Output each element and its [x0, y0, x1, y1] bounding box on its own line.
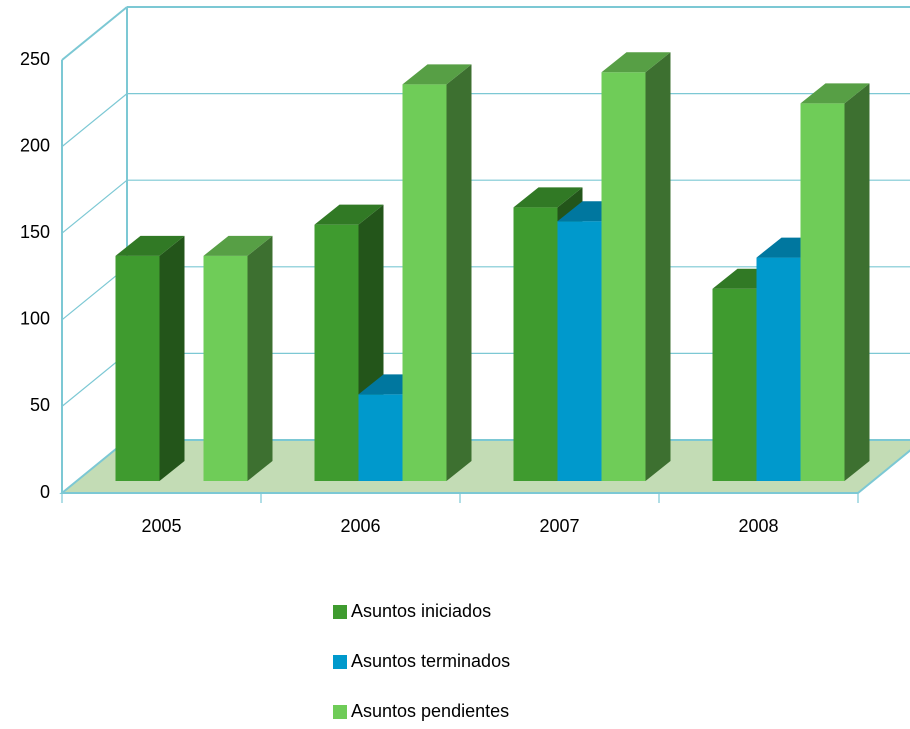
- legend-label: Asuntos terminados: [351, 651, 510, 671]
- bar-front: [756, 257, 801, 481]
- bar-side: [446, 64, 472, 481]
- y-tick-label: 150: [20, 222, 50, 242]
- bar-top: [115, 235, 185, 256]
- bar-top: [601, 52, 671, 73]
- grid-line: [61, 6, 128, 61]
- bar-front: [358, 394, 403, 481]
- bar-top: [800, 83, 870, 104]
- bar-side: [247, 235, 273, 481]
- y-tick-label: 50: [30, 395, 50, 415]
- y-tick-label: 0: [40, 482, 50, 502]
- grid-line: [61, 179, 128, 234]
- bar-side: [844, 83, 870, 481]
- bar-side: [645, 52, 671, 482]
- x-tick-label: 2007: [539, 516, 579, 536]
- bar-front: [203, 255, 248, 481]
- bar-front: [557, 221, 602, 481]
- y-tick-label: 100: [20, 309, 50, 329]
- bar-top: [402, 64, 472, 85]
- y-tick-label: 200: [20, 135, 50, 155]
- bar-top: [203, 235, 273, 256]
- legend-swatch: [333, 705, 347, 719]
- bar-front: [314, 224, 359, 481]
- bar-top: [314, 204, 384, 225]
- y-tick-label: 250: [20, 49, 50, 69]
- x-tick-label: 2008: [738, 516, 778, 536]
- grid-line: [61, 93, 128, 148]
- bar-front: [513, 207, 558, 481]
- bar-front: [115, 255, 160, 481]
- bar-front: [800, 103, 845, 481]
- legend-label: Asuntos iniciados: [351, 601, 491, 621]
- legend-label: Asuntos pendientes: [351, 701, 509, 721]
- bar-front: [601, 72, 646, 482]
- bar-top: [513, 187, 583, 208]
- bar-front: [712, 288, 757, 481]
- legend-swatch: [333, 655, 347, 669]
- legend-swatch: [333, 605, 347, 619]
- bar-front: [402, 84, 447, 481]
- bar-side: [159, 235, 185, 481]
- x-tick-label: 2005: [141, 516, 181, 536]
- x-tick-label: 2006: [340, 516, 380, 536]
